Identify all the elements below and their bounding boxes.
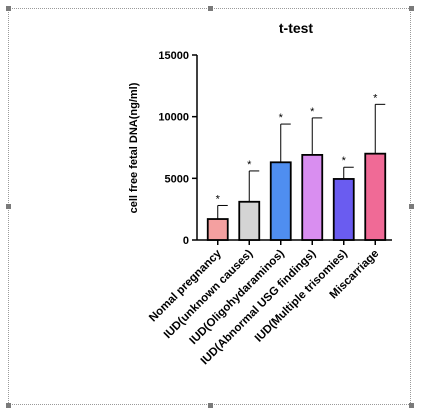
- resize-handle-bottom-left[interactable]: [6, 403, 11, 408]
- resize-handle-left[interactable]: [6, 204, 11, 209]
- chart-title: t-test: [279, 20, 314, 36]
- resize-handle-top-left[interactable]: [6, 6, 11, 11]
- y-tick-label: 15000: [158, 50, 189, 62]
- resize-handle-top[interactable]: [208, 6, 213, 11]
- y-tick-label: 5000: [165, 173, 189, 185]
- x-tick-label: IUD(Abnormal USG findings): [199, 248, 319, 368]
- bar: [206, 218, 229, 241]
- significance-marker: *: [247, 159, 252, 171]
- resize-handle-bottom-right[interactable]: [409, 403, 414, 408]
- y-axis: 0 5000 10000 15000: [158, 50, 198, 247]
- bar: [332, 178, 355, 241]
- significance-marker: *: [216, 193, 221, 205]
- y-tick-label: 10000: [158, 112, 189, 124]
- resize-handle-top-right[interactable]: [409, 6, 414, 11]
- bars: * * * * * *: [206, 92, 387, 241]
- resize-handle-bottom[interactable]: [208, 403, 213, 408]
- significance-marker: *: [279, 112, 284, 124]
- significance-marker: *: [310, 106, 315, 118]
- bar: [301, 153, 324, 241]
- significance-marker: *: [373, 92, 378, 104]
- bar: [269, 161, 292, 241]
- y-tick-label: 0: [183, 235, 189, 247]
- bar: [364, 152, 387, 241]
- bar: [238, 200, 261, 241]
- resize-handle-right[interactable]: [409, 204, 414, 209]
- significance-marker: *: [342, 155, 347, 167]
- y-axis-label: cell free fetal DNA(ng/ml): [128, 82, 140, 213]
